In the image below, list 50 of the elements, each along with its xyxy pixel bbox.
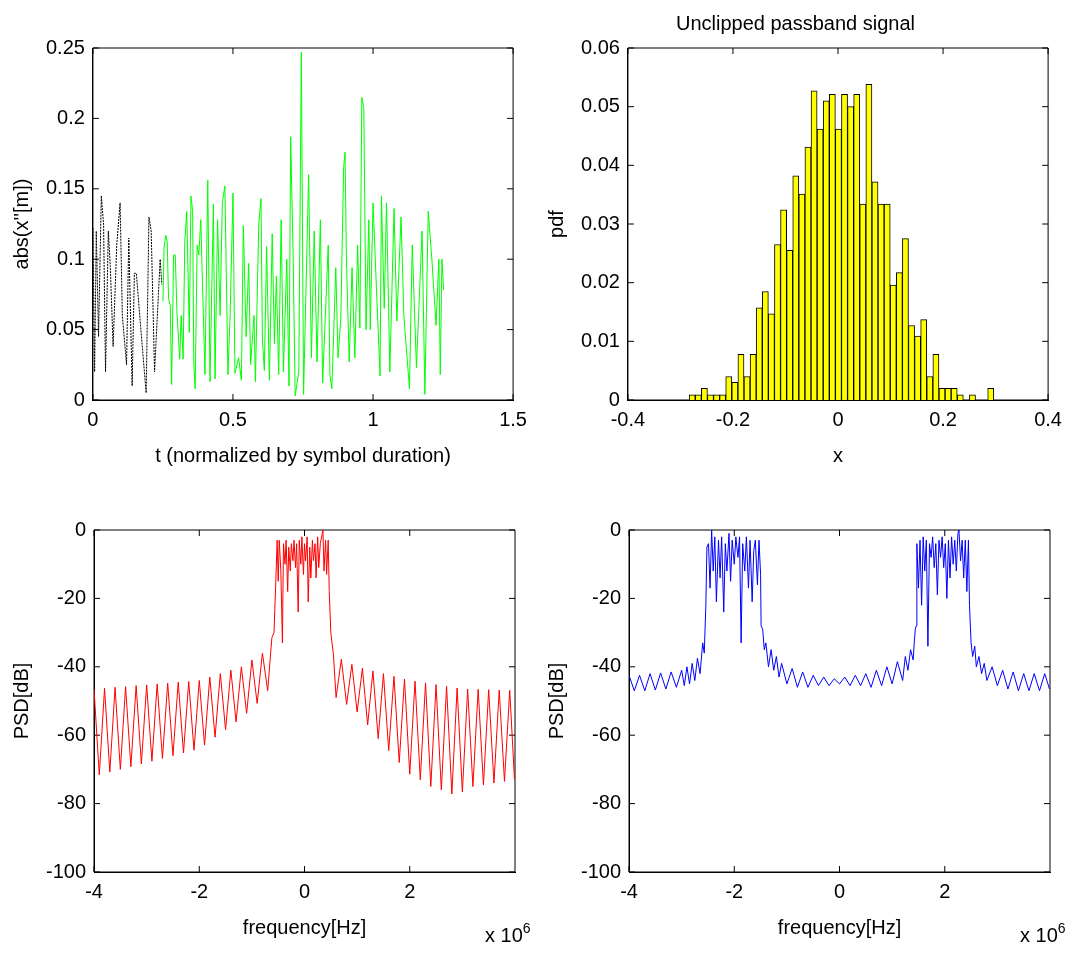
x-tick-label: -0.2 bbox=[715, 407, 751, 430]
x-tick-label: -4 bbox=[620, 879, 638, 902]
x-axis-title: frequency[Hz] bbox=[242, 915, 367, 938]
chart-title: Unclipped passband signal bbox=[675, 11, 916, 34]
y-tick-label: 0.05 bbox=[580, 94, 620, 117]
y-tick-label: 0.03 bbox=[580, 211, 620, 234]
x-tick-label: 0 bbox=[833, 879, 846, 902]
x-tick-label: 0 bbox=[298, 879, 311, 902]
x-tick-label: 0.5 bbox=[219, 407, 247, 430]
x-tick-label: 1.5 bbox=[499, 407, 527, 430]
y-tick-label: -40 bbox=[57, 654, 87, 677]
x-axis-title: frequency[Hz] bbox=[777, 915, 902, 938]
y-tick-label: -20 bbox=[57, 585, 87, 608]
y-axis-title: PSD[dB] bbox=[544, 662, 567, 740]
x-tick-label: -0.4 bbox=[610, 407, 646, 430]
x-tick-label: 0.4 bbox=[1034, 407, 1062, 430]
x-tick-label: 0.2 bbox=[929, 407, 957, 430]
x-axis-title: x bbox=[833, 443, 844, 466]
x-tick-label: 2 bbox=[939, 879, 951, 902]
y-tick-label: 0 bbox=[73, 387, 85, 410]
y-tick-label: 0 bbox=[609, 517, 622, 540]
y-tick-label: 0.1 bbox=[57, 246, 85, 269]
x-tick-label: -2 bbox=[190, 879, 209, 902]
y-tick-label: 0.2 bbox=[57, 105, 85, 128]
y-tick-label: 0 bbox=[74, 517, 87, 540]
y-tick-label: 0.04 bbox=[580, 152, 620, 175]
x-tick-label: -4 bbox=[85, 879, 103, 902]
y-tick-label: -60 bbox=[592, 722, 622, 745]
y-tick-label: -80 bbox=[57, 791, 87, 814]
y-tick-label: 0.25 bbox=[45, 35, 85, 58]
y-axis-title: pdf bbox=[544, 209, 567, 238]
y-tick-label: -40 bbox=[592, 654, 622, 677]
x-tick-label: 1 bbox=[367, 407, 379, 430]
y-tick-label: -100 bbox=[581, 859, 622, 882]
y-tick-label: -100 bbox=[46, 859, 87, 882]
x-tick-label: 0 bbox=[832, 407, 844, 430]
y-tick-label: 0 bbox=[608, 387, 620, 410]
y-tick-label: 0.06 bbox=[580, 35, 620, 58]
x-tick-label: -2 bbox=[725, 879, 744, 902]
x-axis-title: t (normalized by symbol duration) bbox=[155, 443, 451, 466]
y-axis-title: PSD[dB] bbox=[9, 662, 32, 740]
y-tick-label: 0.15 bbox=[45, 176, 85, 199]
x-tick-label: 2 bbox=[404, 879, 416, 902]
y-tick-label: -60 bbox=[57, 722, 87, 745]
y-tick-label: -20 bbox=[592, 585, 622, 608]
y-tick-label: -80 bbox=[592, 791, 622, 814]
y-axis-title: abs(x''[m]) bbox=[9, 178, 32, 270]
y-tick-label: 0.02 bbox=[580, 270, 620, 293]
y-tick-label: 0.01 bbox=[580, 328, 620, 351]
y-tick-label: 0.05 bbox=[45, 317, 85, 340]
